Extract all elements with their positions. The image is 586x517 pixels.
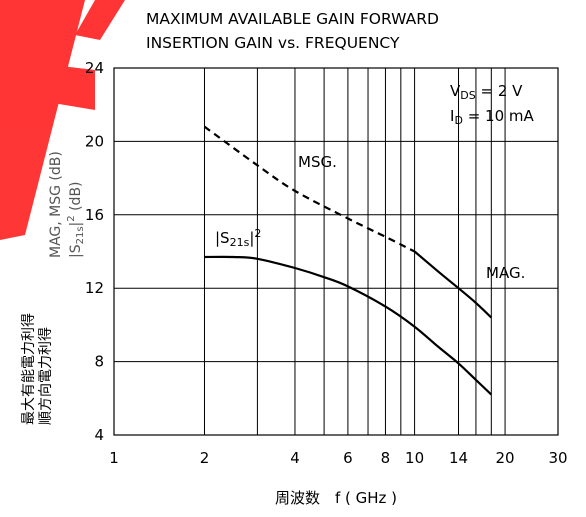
series-line	[203, 125, 416, 253]
id-condition: ID = 10 mA	[450, 107, 534, 127]
series-line	[413, 250, 493, 319]
x-tick-label: 6	[343, 449, 353, 467]
chart-title-line-2: INSERTION GAIN vs. FREQUENCY	[146, 34, 400, 52]
x-tick-label: 14	[449, 449, 468, 467]
y-tick-label: 16	[85, 206, 104, 224]
mag-label: MAG.	[486, 264, 525, 282]
msg-label: MSG.	[298, 153, 337, 171]
x-tick-label: 20	[496, 449, 515, 467]
y-tick-label: 4	[94, 426, 104, 444]
y-axis-label-s21: |S21s|2 (dB)	[66, 181, 86, 258]
x-tick-labels: 1 2 4 6 8 10 14 20 30	[109, 449, 567, 467]
series-line	[204, 255, 493, 396]
series-group	[203, 125, 493, 396]
y-tick-label: 24	[85, 59, 104, 77]
y-axis-label-japanese-1: 最大有能電力利得	[20, 313, 37, 425]
plot-frame	[113, 67, 559, 436]
vds-condition: VDS = 2 V	[450, 82, 523, 102]
x-tick-label: 4	[290, 449, 300, 467]
y-axis-label-japanese-2: 順方向電力利得	[37, 327, 54, 425]
x-tick-label: 8	[381, 449, 391, 467]
y-tick-label: 8	[94, 353, 104, 371]
s21-label: |S21s|2	[215, 227, 261, 249]
x-tick-label: 30	[548, 449, 567, 467]
x-tick-label: 2	[200, 449, 210, 467]
y-tick-label: 20	[85, 132, 104, 150]
x-tick-label: 10	[405, 449, 424, 467]
watermark	[0, 0, 125, 240]
y-tick-label: 12	[85, 279, 104, 297]
y-axis-label-mag-msg: MAG, MSG (dB)	[48, 151, 64, 258]
x-axis-label: 周波数 f ( GHz )	[275, 489, 397, 507]
chart-title-line-1: MAXIMUM AVAILABLE GAIN FORWARD	[146, 10, 439, 28]
y-tick-labels: 4 8 12 16 20 24	[85, 59, 104, 444]
x-tick-label: 1	[109, 449, 119, 467]
